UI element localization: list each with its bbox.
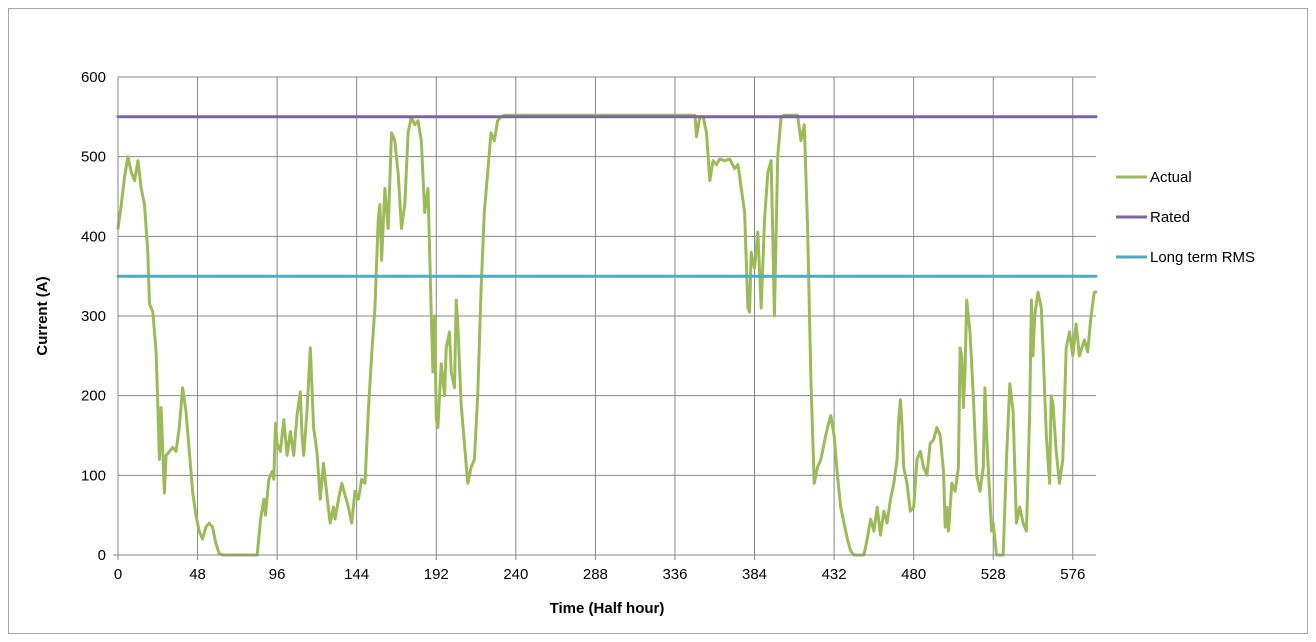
y-tick-label: 400 <box>81 228 106 245</box>
legend-label-long-term-rms: Long term RMS <box>1150 249 1255 266</box>
series-line-actual <box>116 113 1098 557</box>
x-tick-label: 336 <box>662 566 687 583</box>
x-tick-label: 96 <box>269 566 286 583</box>
line-chart: 0 100 200 300 400 500 600 0 48 96 144 192 240 288 336 3… <box>34 69 1255 617</box>
x-tick-label: 576 <box>1060 566 1085 583</box>
x-tick-label: 480 <box>901 566 926 583</box>
legend-label-actual: Actual <box>1150 169 1192 186</box>
x-tick-label: 528 <box>981 566 1006 583</box>
x-tick-label: 288 <box>583 566 608 583</box>
y-tick-label: 300 <box>81 308 106 325</box>
x-tick-label: 144 <box>344 566 369 583</box>
x-tick-label: 192 <box>424 566 449 583</box>
y-tick-label: 200 <box>81 388 106 405</box>
x-tick-label: 48 <box>189 566 206 583</box>
series-lines <box>116 113 1098 557</box>
y-axis-title: Current (A) <box>34 276 51 355</box>
x-tick-label: 384 <box>742 566 767 583</box>
y-tick-label: 600 <box>81 69 106 86</box>
x-tick-label: 240 <box>503 566 528 583</box>
x-axis-title: Time (Half hour) <box>550 600 665 617</box>
x-tick-label: 0 <box>114 566 122 583</box>
gridlines <box>118 76 1096 555</box>
legend-label-rated: Rated <box>1150 209 1190 226</box>
y-tick-label: 500 <box>81 149 106 166</box>
x-tick-label: 432 <box>822 566 847 583</box>
y-tick-label: 100 <box>81 467 106 484</box>
y-tick-label: 0 <box>98 547 106 564</box>
legend: Actual Rated Long term RMS <box>1116 169 1255 266</box>
axes: 0 100 200 300 400 500 600 0 48 96 144 192 240 288 336 3… <box>81 69 1096 583</box>
chart-frame: 0 100 200 300 400 500 600 0 48 96 144 192 240 288 336 3… <box>8 8 1308 634</box>
